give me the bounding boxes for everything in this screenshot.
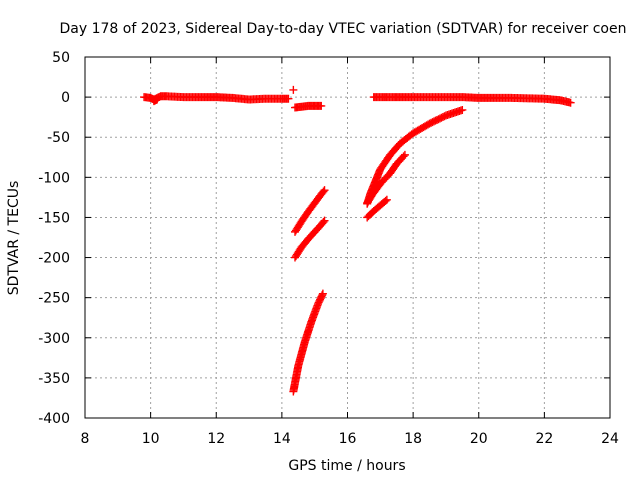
y-tick-label: -300 — [38, 331, 70, 347]
series-dip — [149, 95, 162, 106]
data-point — [320, 216, 329, 225]
grid-lines — [85, 57, 610, 418]
data-series — [140, 85, 575, 396]
series-arc-b — [291, 216, 329, 262]
axis-ticks: 8 10 12 14 16 18 20 22 24 50 0 -50 -100 -150 -200 -250 -… — [38, 50, 619, 447]
y-tick-label: -50 — [47, 130, 70, 146]
data-point — [382, 195, 391, 204]
x-tick-label: 24 — [601, 431, 619, 447]
x-tick-label: 22 — [535, 431, 553, 447]
series-curve-lower — [363, 150, 409, 208]
data-point — [458, 105, 467, 114]
series-curve-rise — [363, 105, 467, 208]
y-tick-label: -400 — [38, 411, 70, 427]
y-tick-label: -250 — [38, 291, 70, 307]
data-point — [317, 101, 326, 110]
data-point — [400, 150, 409, 159]
chart-title: Day 178 of 2023, Sidereal Day-to-day VTE… — [60, 21, 627, 37]
x-tick-label: 8 — [81, 431, 90, 447]
data-point — [399, 152, 408, 161]
y-tick-label: -350 — [38, 371, 70, 387]
y-tick-label: -150 — [38, 210, 70, 226]
data-point — [319, 217, 328, 226]
y-tick-label: 50 — [52, 50, 70, 66]
data-point — [318, 289, 327, 298]
series-arc-a — [291, 186, 329, 236]
y-tick-label: 0 — [61, 90, 70, 106]
data-point — [153, 95, 162, 104]
x-axis-label: GPS time / hours — [288, 458, 405, 474]
data-point — [319, 187, 328, 196]
data-point — [289, 85, 298, 94]
data-point — [318, 291, 327, 300]
x-tick-label: 18 — [404, 431, 422, 447]
x-tick-label: 20 — [470, 431, 488, 447]
y-tick-label: -200 — [38, 251, 70, 267]
series-short-diag — [363, 195, 391, 222]
x-tick-label: 14 — [273, 431, 291, 447]
series-offset-short — [291, 101, 326, 112]
series-steep-drop — [289, 289, 327, 396]
y-axis-label: SDTVAR / TECUs — [6, 181, 22, 296]
data-point — [381, 196, 390, 205]
series-isolated — [289, 85, 298, 94]
y-tick-label: -100 — [38, 170, 70, 186]
series-early-flat — [140, 92, 293, 104]
data-point — [566, 98, 575, 107]
series-late-flat — [369, 93, 575, 107]
x-tick-label: 16 — [339, 431, 357, 447]
data-point — [284, 94, 293, 103]
x-tick-label: 12 — [207, 431, 225, 447]
data-point — [320, 186, 329, 195]
x-tick-label: 10 — [142, 431, 160, 447]
